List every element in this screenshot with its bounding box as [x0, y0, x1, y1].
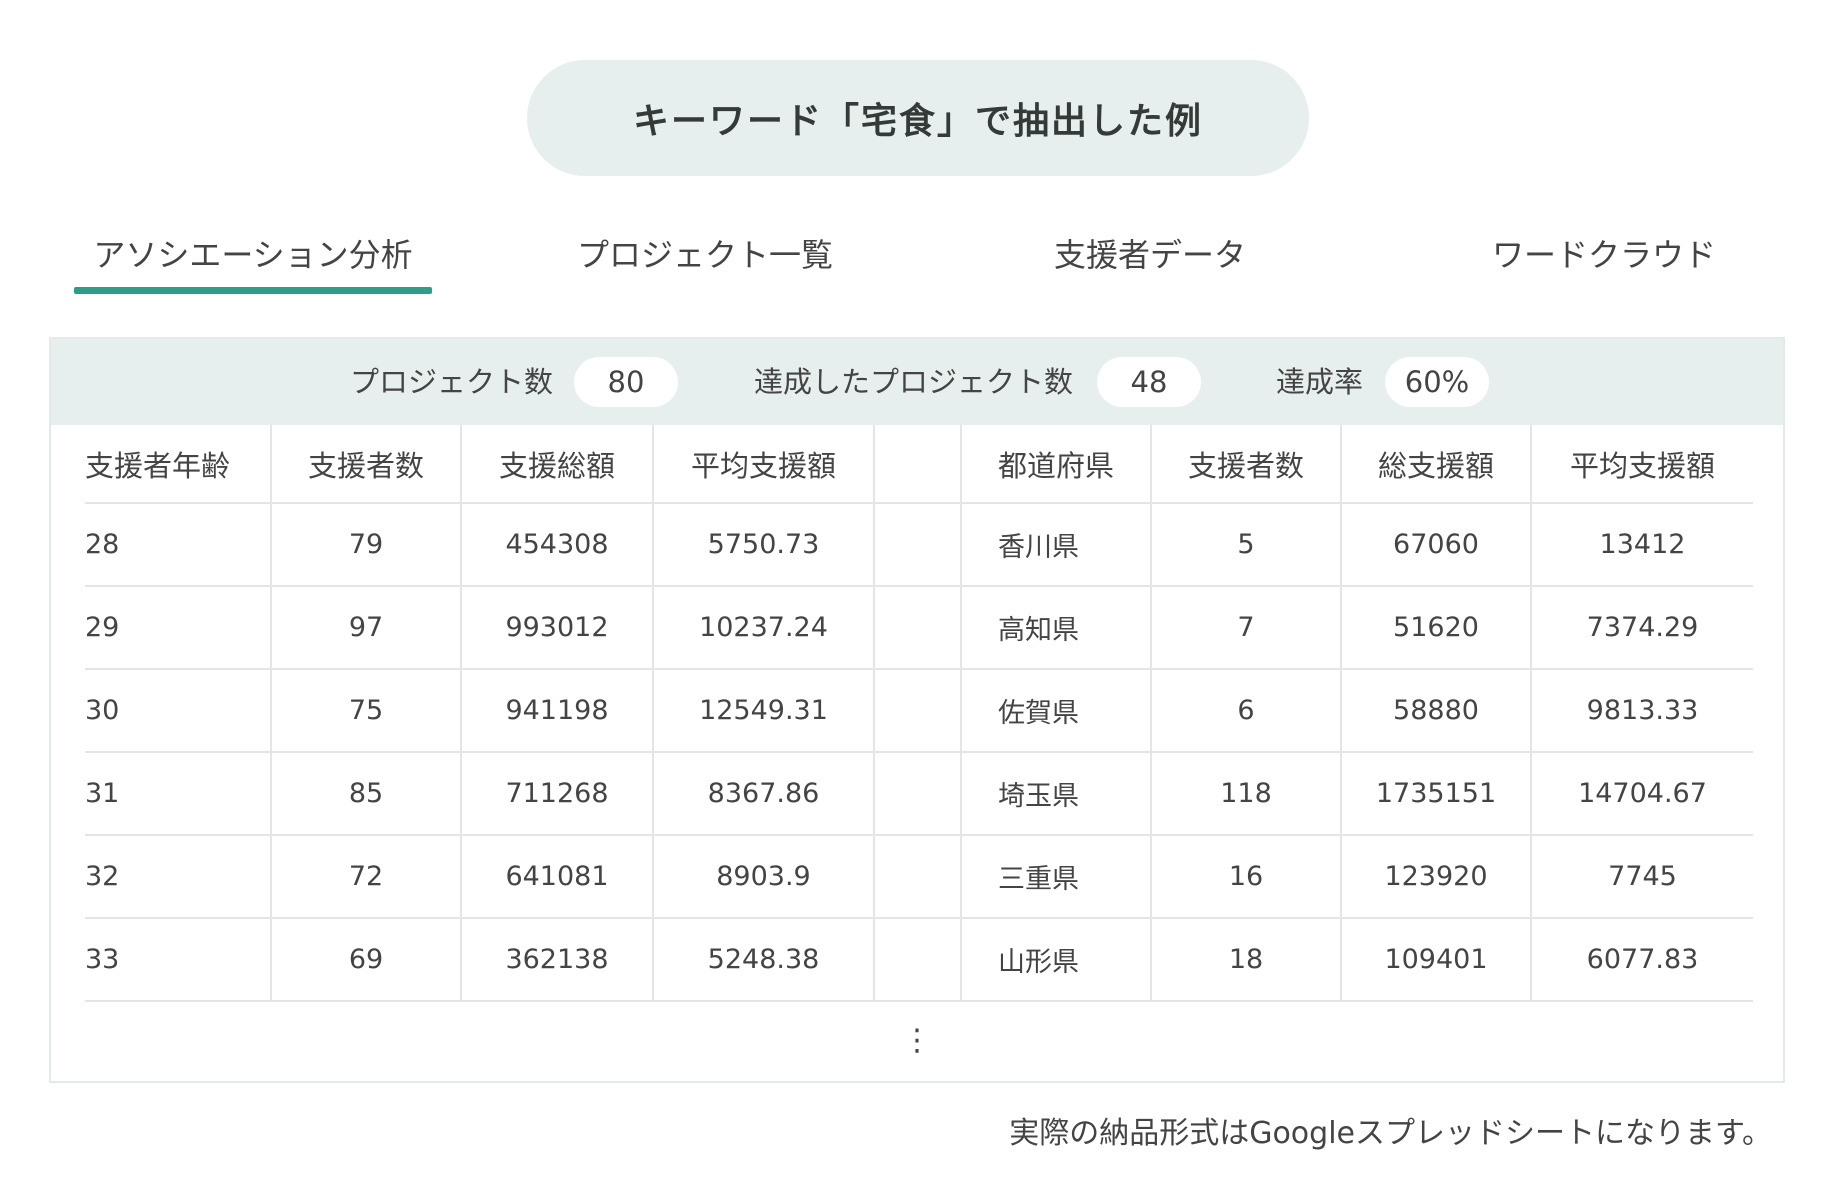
prefecture-cell: 三重県 — [960, 835, 1151, 919]
age-cell: 29 — [85, 586, 271, 670]
pref-total-amount-cell: 109401 — [1340, 918, 1531, 1002]
prefecture-cell: 山形県 — [960, 918, 1151, 1002]
prefecture-cell: 埼玉県 — [960, 752, 1151, 836]
pref-supporters-cell: 7 — [1150, 586, 1341, 670]
keyword-pill: キーワード「宅食」で抽出した例 — [527, 60, 1309, 176]
table-row: 28 79 454308 5750.73 香川県 5 67060 13412 — [85, 503, 1753, 587]
column-spacer — [873, 752, 961, 836]
table-row: 32 72 641081 8903.9 三重県 16 123920 7745 — [85, 835, 1753, 919]
table-row: 31 85 711268 8367.86 埼玉県 118 1735151 14704.67 — [85, 752, 1753, 836]
header-supporters: 支援者数 — [270, 425, 461, 504]
pref-total-amount-cell: 67060 — [1340, 503, 1531, 587]
active-tab-indicator — [74, 287, 432, 294]
table-header-row: 支援者年齢 支援者数 支援総額 平均支援額 都道府県 支援者数 総支援額 平均支… — [85, 425, 1753, 504]
pref-average-amount-cell: 13412 — [1530, 503, 1753, 587]
pref-total-amount-cell: 123920 — [1340, 835, 1531, 919]
column-spacer — [873, 503, 961, 587]
total-amount-cell: 454308 — [460, 503, 653, 587]
total-amount-cell: 362138 — [460, 918, 653, 1002]
average-amount-cell: 5750.73 — [652, 503, 874, 587]
tab-bar: アソシエーション分析 プロジェクト一覧 支援者データ ワードクラウド — [0, 0, 1832, 300]
age-cell: 28 — [85, 503, 271, 587]
supporters-cell: 79 — [270, 503, 461, 587]
average-amount-cell: 8903.9 — [652, 835, 874, 919]
prefecture-cell: 高知県 — [960, 586, 1151, 670]
prefecture-cell: 佐賀県 — [960, 669, 1151, 753]
column-spacer — [873, 586, 961, 670]
projects-count-value: 80 — [574, 357, 678, 407]
prefecture-cell: 香川県 — [960, 503, 1151, 587]
pref-total-amount-cell: 1735151 — [1340, 752, 1531, 836]
header-pref-average-amount: 平均支援額 — [1530, 425, 1753, 504]
average-amount-cell: 8367.86 — [652, 752, 874, 836]
pref-supporters-cell: 6 — [1150, 669, 1341, 753]
column-spacer — [873, 918, 961, 1002]
column-spacer — [873, 669, 961, 753]
pref-average-amount-cell: 14704.67 — [1530, 752, 1753, 836]
pref-average-amount-cell: 9813.33 — [1530, 669, 1753, 753]
total-amount-cell: 641081 — [460, 835, 653, 919]
age-cell: 33 — [85, 918, 271, 1002]
pref-supporters-cell: 18 — [1150, 918, 1341, 1002]
tab-word-cloud[interactable]: ワードクラウド — [1491, 236, 1716, 274]
table-row: 29 97 993012 10237.24 高知県 7 51620 7374.29 — [85, 586, 1753, 670]
achieved-projects-label: 達成したプロジェクト数 — [754, 365, 1074, 399]
pref-average-amount-cell: 7374.29 — [1530, 586, 1753, 670]
pref-total-amount-cell: 58880 — [1340, 669, 1531, 753]
tab-supporter-data[interactable]: 支援者データ — [1053, 236, 1246, 274]
analysis-panel: プロジェクト数 80 達成したプロジェクト数 48 達成率 60% 支援者年齢 … — [49, 337, 1785, 1083]
tab-association-analysis[interactable]: アソシエーション分析 — [93, 236, 413, 274]
table-row: 33 69 362138 5248.38 山形県 18 109401 6077.83 — [85, 918, 1753, 1002]
supporters-cell: 85 — [270, 752, 461, 836]
pref-average-amount-cell: 6077.83 — [1530, 918, 1753, 1002]
column-spacer — [873, 425, 961, 504]
achieved-projects-value: 48 — [1097, 357, 1201, 407]
table-row: 30 75 941198 12549.31 佐賀県 6 58880 9813.33 — [85, 669, 1753, 753]
table-body: 28 79 454308 5750.73 香川県 5 67060 13412 29 97 99301… — [85, 503, 1753, 1002]
column-spacer — [873, 835, 961, 919]
total-amount-cell: 941198 — [460, 669, 653, 753]
footnote: 実際の納品形式はGoogleスプレッドシートになります。 — [1009, 1116, 1772, 1151]
average-amount-cell: 5248.38 — [652, 918, 874, 1002]
header-average-amount: 平均支援額 — [652, 425, 874, 504]
total-amount-cell: 993012 — [460, 586, 653, 670]
pref-supporters-cell: 16 — [1150, 835, 1341, 919]
pref-total-amount-cell: 51620 — [1340, 586, 1531, 670]
supporters-cell: 72 — [270, 835, 461, 919]
age-cell: 31 — [85, 752, 271, 836]
age-cell: 30 — [85, 669, 271, 753]
projects-count-label: プロジェクト数 — [350, 365, 554, 399]
age-cell: 32 — [85, 835, 271, 919]
supporters-cell: 75 — [270, 669, 461, 753]
achievement-rate-value: 60% — [1385, 357, 1489, 407]
summary-bar: プロジェクト数 80 達成したプロジェクト数 48 達成率 60% — [51, 339, 1783, 425]
more-rows-icon: ⋮ — [902, 1023, 932, 1058]
achievement-rate-label: 達成率 — [1276, 365, 1364, 399]
supporter-data-table: 支援者年齢 支援者数 支援総額 平均支援額 都道府県 支援者数 総支援額 平均支… — [85, 425, 1753, 1002]
header-age: 支援者年齢 — [85, 425, 271, 504]
supporters-cell: 97 — [270, 586, 461, 670]
pref-supporters-cell: 118 — [1150, 752, 1341, 836]
header-pref-supporters: 支援者数 — [1150, 425, 1341, 504]
average-amount-cell: 10237.24 — [652, 586, 874, 670]
total-amount-cell: 711268 — [460, 752, 653, 836]
header-total-amount: 支援総額 — [460, 425, 653, 504]
supporters-cell: 69 — [270, 918, 461, 1002]
pref-average-amount-cell: 7745 — [1530, 835, 1753, 919]
average-amount-cell: 12549.31 — [652, 669, 874, 753]
pref-supporters-cell: 5 — [1150, 503, 1341, 587]
header-prefecture: 都道府県 — [960, 425, 1151, 504]
header-pref-total-amount: 総支援額 — [1340, 425, 1531, 504]
tab-project-list[interactable]: プロジェクト一覧 — [576, 236, 833, 274]
